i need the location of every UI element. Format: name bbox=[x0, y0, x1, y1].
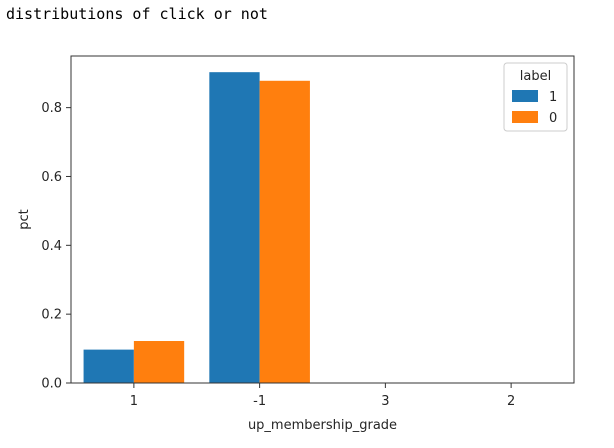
legend: label 10 bbox=[503, 62, 568, 132]
legend-items: 10 bbox=[512, 90, 557, 126]
legend-label-0: 0 bbox=[549, 111, 557, 126]
y-axis-label: pct bbox=[17, 209, 32, 230]
x-tick-label: 1 bbox=[130, 394, 138, 409]
x-tick-label: 3 bbox=[381, 394, 389, 409]
legend-title: label bbox=[520, 69, 551, 84]
bar-series-1-cat--1 bbox=[209, 72, 260, 384]
x-axis-label: up_membership_grade bbox=[248, 418, 397, 433]
output-text: distributions of click or not bbox=[6, 5, 268, 23]
axes-frame bbox=[70, 55, 575, 384]
ticks-layer: 1 -1 3 2 0.0 0.2 0.4 0.6 0.8 bbox=[41, 101, 515, 409]
bars-layer bbox=[83, 72, 310, 384]
y-tick-label: 0.4 bbox=[41, 239, 62, 254]
y-tick-label: 0.6 bbox=[41, 170, 62, 185]
legend-label-1: 1 bbox=[549, 90, 557, 105]
legend-swatch-0 bbox=[512, 111, 538, 123]
legend-swatch-1 bbox=[512, 90, 538, 102]
y-tick-label: 0.2 bbox=[41, 308, 62, 323]
bar-series-1-cat-1 bbox=[83, 349, 134, 383]
x-tick-label: -1 bbox=[253, 394, 266, 409]
bar-series-0-cat--1 bbox=[259, 80, 310, 384]
bar-series-0-cat-1 bbox=[133, 341, 185, 383]
x-tick-label: 2 bbox=[507, 394, 515, 409]
y-tick-label: 0.0 bbox=[41, 377, 62, 392]
y-tick-label: 0.8 bbox=[41, 101, 62, 116]
